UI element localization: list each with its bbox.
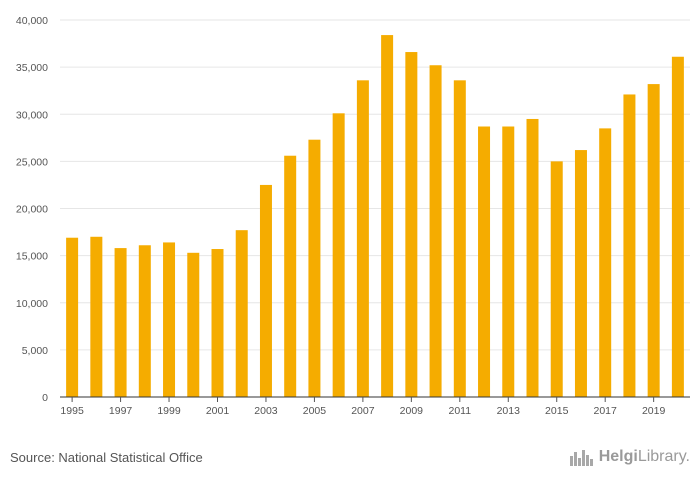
x-axis-ticks: 1995 1997 1999 2001 2003 2005 2007 2009 2011 2013… (60, 397, 665, 417)
bar-1997 (114, 248, 127, 397)
bar-2012 (478, 126, 491, 397)
logo-text-bold: Helgi (598, 448, 638, 465)
bar-2019 (647, 84, 660, 397)
bar-2010 (429, 65, 442, 398)
bar-2004 (284, 155, 297, 397)
x-tick-label: 2009 (400, 405, 424, 417)
x-tick-label: 2005 (303, 405, 327, 417)
bar-2018 (623, 94, 636, 398)
x-tick-label: 1999 (157, 405, 181, 417)
x-tick-label: 2007 (351, 405, 375, 417)
bars (66, 35, 684, 398)
bar-2016 (574, 150, 587, 397)
y-tick-label: 25,000 (16, 156, 48, 168)
bar-1998 (138, 245, 151, 397)
y-tick-label: 40,000 (16, 15, 48, 27)
bar-2006 (332, 113, 345, 398)
bar-2001 (211, 249, 224, 397)
bar-1995 (66, 237, 79, 397)
bar-2007 (356, 80, 369, 397)
bar-2009 (405, 52, 418, 398)
bar-2014 (526, 118, 539, 398)
x-tick-label: 2015 (545, 405, 569, 417)
bar-2008 (381, 35, 394, 397)
bar-2002 (235, 230, 248, 397)
y-tick-label: 10,000 (16, 298, 48, 310)
bar-2005 (308, 139, 321, 397)
y-tick-label: 35,000 (16, 62, 48, 74)
x-tick-label: 1997 (109, 405, 133, 417)
x-tick-label: 1995 (60, 405, 84, 417)
source-note: Source: National Statistical Office (10, 450, 203, 465)
x-tick-label: 2001 (206, 405, 230, 417)
city-skyline-icon (569, 450, 593, 466)
y-axis-ticks: 0 5,000 10,000 15,000 20,000 25,000 30,000 35,0… (16, 15, 48, 404)
bar-2003 (259, 184, 272, 397)
bar-1996 (90, 236, 103, 397)
logo-text-rest: Library. (637, 448, 690, 465)
bar-2000 (187, 252, 200, 397)
x-tick-label: 2011 (449, 405, 472, 417)
x-tick-label: 2013 (497, 405, 521, 417)
bar-2020 (671, 56, 684, 397)
x-tick-label: 2017 (594, 405, 618, 417)
bar-2011 (453, 80, 466, 397)
y-tick-label: 15,000 (16, 251, 48, 263)
bar-2015 (550, 161, 563, 397)
helgi-library-logo[interactable]: HelgiLibrary. (569, 448, 690, 466)
x-tick-label: 2019 (642, 405, 666, 417)
y-tick-label: 5,000 (22, 345, 48, 357)
bar-chart: 0 5,000 10,000 15,000 20,000 25,000 30,000 35,0… (16, 15, 690, 417)
bar-2013 (502, 126, 515, 397)
bar-2017 (599, 128, 612, 397)
gridlines (60, 19, 690, 351)
bar-1999 (163, 242, 176, 397)
y-tick-label: 20,000 (16, 204, 48, 216)
y-tick-label: 30,000 (16, 109, 48, 121)
x-tick-label: 2003 (254, 405, 278, 417)
y-tick-label: 0 (42, 392, 48, 404)
